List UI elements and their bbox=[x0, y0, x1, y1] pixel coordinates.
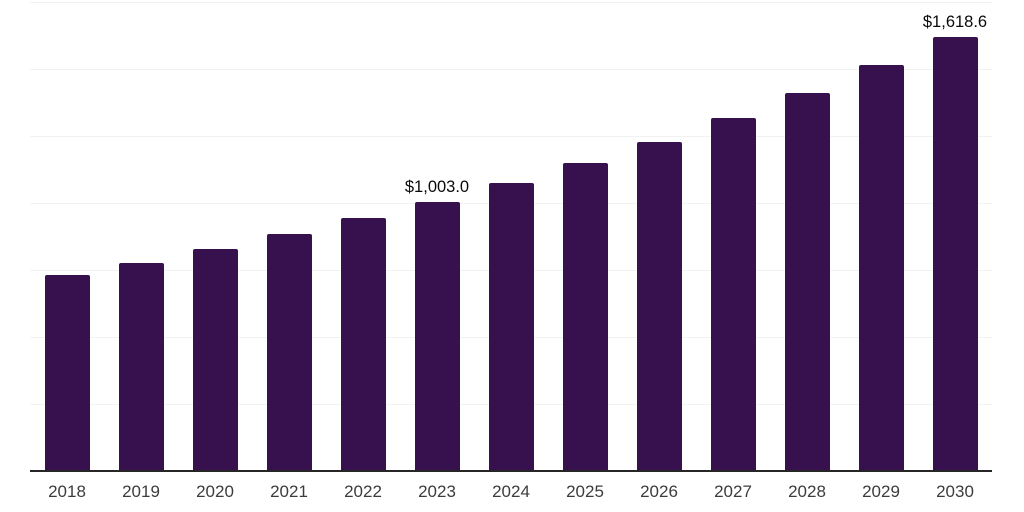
x-axis-label: 2021 bbox=[270, 482, 308, 501]
x-axis-label: 2025 bbox=[566, 482, 604, 501]
bar-value-label: $1,618.6 bbox=[922, 12, 988, 31]
x-axis-label: 2029 bbox=[862, 482, 900, 501]
bar-2020 bbox=[192, 249, 238, 471]
gridline bbox=[30, 2, 992, 3]
bar-2019 bbox=[118, 263, 164, 471]
bar-2030 bbox=[932, 37, 978, 471]
x-axis-label: 2024 bbox=[492, 482, 530, 501]
x-axis-label: 2019 bbox=[122, 482, 160, 501]
gridline bbox=[30, 136, 992, 137]
x-axis-label: 2026 bbox=[640, 482, 678, 501]
x-axis-line bbox=[30, 470, 992, 472]
bar-2022 bbox=[340, 218, 386, 471]
bar-2023 bbox=[414, 202, 460, 471]
x-axis-label: 2018 bbox=[48, 482, 86, 501]
bar-2021 bbox=[266, 234, 312, 471]
x-axis-label: 2030 bbox=[936, 482, 974, 501]
bar-2018 bbox=[44, 275, 90, 471]
plot-area: $1,003.0 $1,618.6 bbox=[30, 2, 992, 471]
x-axis-label: 2028 bbox=[788, 482, 826, 501]
x-axis-label: 2020 bbox=[196, 482, 234, 501]
x-axis-label: 2023 bbox=[418, 482, 456, 501]
bar-2024 bbox=[488, 183, 534, 471]
bar-2027 bbox=[710, 118, 756, 471]
bar-value-label: $1,003.0 bbox=[404, 177, 470, 196]
x-axis-labels: 2018 2019 2020 2021 2022 2023 2024 2025 2026 2027… bbox=[0, 481, 1024, 503]
x-axis-label: 2022 bbox=[344, 482, 382, 501]
bar-2026 bbox=[636, 142, 682, 471]
bar-2029 bbox=[858, 64, 904, 471]
x-axis-label: 2027 bbox=[714, 482, 752, 501]
bar-2025 bbox=[562, 163, 608, 471]
bar-2028 bbox=[784, 93, 830, 471]
gridline bbox=[30, 69, 992, 70]
